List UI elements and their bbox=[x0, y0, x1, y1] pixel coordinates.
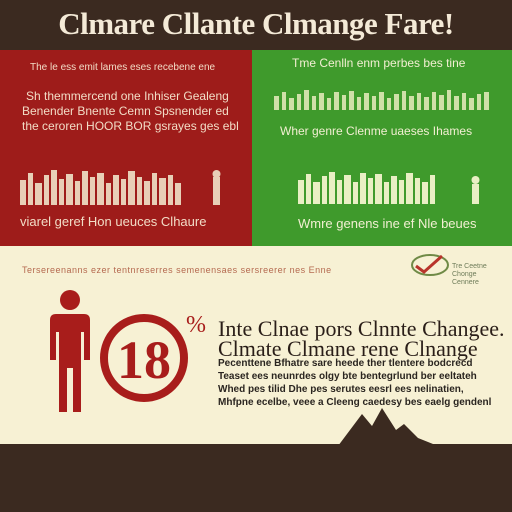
red-caption-top: The le ess emit lames eses recebene ene bbox=[30, 62, 216, 73]
red-panel bbox=[0, 50, 252, 246]
percentage-badge: 18 bbox=[100, 314, 188, 402]
info-heading-line-1: Inte Clnae pors Clnnte Changee. bbox=[218, 316, 505, 341]
info-heading-line-2: Clmate Clmane rene Clnange bbox=[218, 336, 478, 361]
green-pattern-band bbox=[274, 90, 489, 110]
info-body-line-3: Whed pes tilid Dhe pes serutes eesrl ees… bbox=[218, 384, 464, 395]
green-caption-top: Tme Cenlln enm perbes bes tine bbox=[292, 56, 466, 70]
red-paragraph-line-1: Sh themmercend one Inhiser Gealeng bbox=[26, 89, 229, 103]
footer-bar bbox=[0, 444, 512, 512]
green-caption-bottom: Wmre genens ine ef Nle beues bbox=[298, 216, 477, 231]
info-body-line-1: Pecenttene Bfhatre sare heede ther tlent… bbox=[218, 358, 473, 369]
info-body-line-2: Teaset ees neunrdes olgy bte bentegrlund… bbox=[218, 371, 477, 382]
red-caption-bottom: viarel geref Hon ueuces Clhaure bbox=[20, 214, 207, 229]
info-body-line-4: Mhfpne ecelbe, veee a Cleeng caedesy bes… bbox=[218, 397, 492, 408]
person-icon bbox=[50, 290, 90, 412]
green-panel bbox=[252, 50, 512, 246]
green-paragraph-line-1: Wher genre Clenme uaeses Ihames bbox=[280, 124, 473, 138]
page-title: Clmare Cllante Clmange Fare! bbox=[58, 6, 454, 41]
green-crowd-illustration bbox=[298, 172, 480, 204]
info-body: Pecenttene Bfhatre sare heede ther tlent… bbox=[218, 357, 508, 409]
leaf-check-logo-icon bbox=[411, 254, 449, 276]
red-paragraph-line-2: Benender Bnente Cemn Spsnender ed bbox=[22, 104, 229, 118]
badge-number: 18 bbox=[117, 330, 171, 390]
info-strip-text: Tersereenanns ezer tentnreserres semenen… bbox=[22, 265, 332, 275]
header-bar bbox=[0, 0, 512, 50]
logo-text: Tre Ceetne Chonge Cennere bbox=[452, 263, 487, 286]
red-paragraph-line-3: the ceroren HOOR BOR gsrayes ges ebl bbox=[22, 119, 239, 133]
mountain-silhouette bbox=[338, 408, 438, 446]
badge-percent: % bbox=[186, 312, 206, 338]
red-crowd-illustration bbox=[20, 170, 221, 205]
